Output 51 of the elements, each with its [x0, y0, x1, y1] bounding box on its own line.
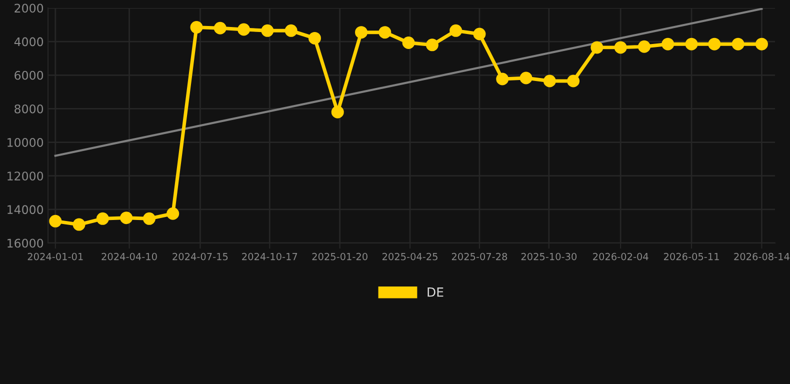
point: [496, 72, 509, 86]
x-tick-label: 2025-04-25: [382, 252, 438, 260]
point: [96, 212, 109, 225]
point: [142, 212, 156, 225]
point: [426, 38, 438, 52]
x-tick-label: 2024-10-17: [242, 252, 298, 260]
point: [72, 218, 86, 231]
point: [614, 41, 627, 54]
y-tick-label: 12000: [8, 172, 44, 181]
x-tick-label: 2025-07-28: [452, 252, 508, 260]
x-tick-label: 2024-04-10: [102, 252, 157, 260]
point: [308, 32, 321, 44]
point: [567, 74, 580, 88]
legend-label: DE: [428, 288, 444, 297]
point: [685, 38, 698, 50]
point: [331, 106, 344, 118]
x-tick-label: 2026-05-11: [664, 252, 719, 260]
y-tick-label: 2000: [14, 4, 44, 13]
y-tick-label: 4000: [14, 37, 44, 46]
point: [284, 24, 298, 37]
point: [261, 24, 274, 37]
y-tick-label: 8000: [14, 104, 44, 114]
y-tick-label: 6000: [14, 70, 44, 80]
point: [662, 38, 674, 50]
point: [355, 26, 368, 39]
point: [49, 214, 62, 228]
y-tick-label: 14000: [8, 205, 44, 214]
point: [120, 212, 133, 224]
x-tick-label: 2026-02-04: [593, 252, 648, 260]
point: [190, 21, 203, 34]
point: [755, 38, 768, 50]
point: [238, 23, 250, 36]
x-tick-label: 2024-01-01: [28, 252, 83, 260]
point: [590, 41, 604, 54]
point: [543, 74, 556, 88]
y-tick-label: 16000: [8, 238, 44, 248]
x-tick-label: 2026-08-14: [734, 252, 790, 260]
point: [473, 28, 486, 40]
point: [520, 72, 532, 84]
point: [732, 38, 744, 50]
point: [708, 38, 721, 50]
x-tick-label: 2024-07-15: [172, 252, 228, 260]
x-tick-label: 2025-01-20: [312, 252, 368, 260]
x-tick-label: 2025-10-30: [521, 252, 577, 260]
point: [638, 40, 650, 53]
point: [450, 24, 462, 37]
point: [166, 207, 180, 220]
point: [378, 26, 392, 39]
point: [214, 22, 226, 34]
point: [402, 36, 415, 49]
y-tick-label: 10000: [8, 138, 44, 147]
